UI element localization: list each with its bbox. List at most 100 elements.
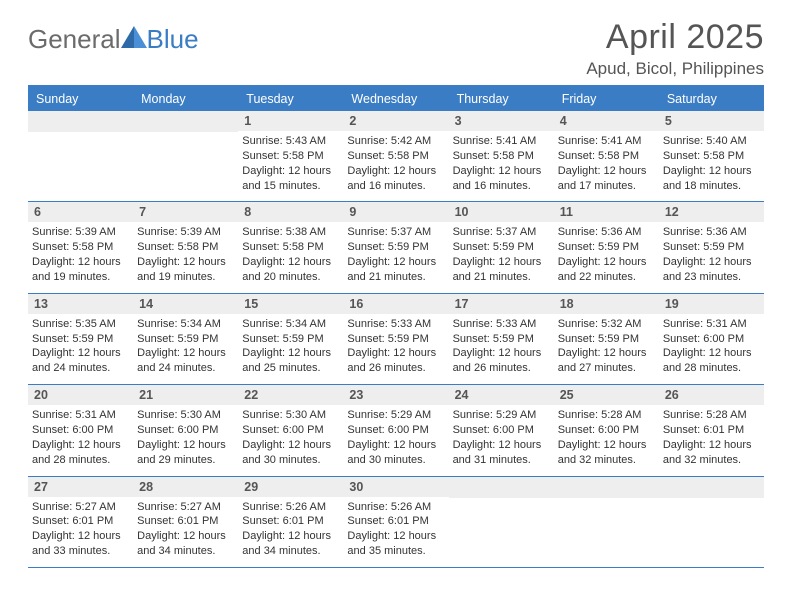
daylight-text: Daylight: 12 hours and 24 minutes. xyxy=(32,346,129,376)
day-number: 11 xyxy=(554,202,659,222)
day-cell: 1Sunrise: 5:43 AMSunset: 5:58 PMDaylight… xyxy=(238,111,343,201)
day-cell: 21Sunrise: 5:30 AMSunset: 6:00 PMDayligh… xyxy=(133,385,238,475)
daylight-text: Daylight: 12 hours and 26 minutes. xyxy=(453,346,550,376)
sunset-text: Sunset: 5:58 PM xyxy=(242,149,339,164)
sunset-text: Sunset: 6:00 PM xyxy=(347,423,444,438)
sunrise-text: Sunrise: 5:31 AM xyxy=(663,317,760,332)
logo: General Blue xyxy=(28,24,203,55)
sunrise-text: Sunrise: 5:30 AM xyxy=(137,408,234,423)
day-number: 23 xyxy=(343,385,448,405)
day-details: Sunrise: 5:32 AMSunset: 5:59 PMDaylight:… xyxy=(554,314,659,384)
day-cell xyxy=(28,111,133,201)
day-details: Sunrise: 5:33 AMSunset: 5:59 PMDaylight:… xyxy=(449,314,554,384)
sunset-text: Sunset: 5:59 PM xyxy=(558,332,655,347)
sunrise-text: Sunrise: 5:42 AM xyxy=(347,134,444,149)
day-details: Sunrise: 5:40 AMSunset: 5:58 PMDaylight:… xyxy=(659,131,764,201)
daylight-text: Daylight: 12 hours and 28 minutes. xyxy=(663,346,760,376)
day-number xyxy=(449,477,554,498)
sunset-text: Sunset: 6:00 PM xyxy=(137,423,234,438)
day-details: Sunrise: 5:29 AMSunset: 6:00 PMDaylight:… xyxy=(449,405,554,475)
sunset-text: Sunset: 5:59 PM xyxy=(347,240,444,255)
week-row: 1Sunrise: 5:43 AMSunset: 5:58 PMDaylight… xyxy=(28,111,764,202)
day-cell: 12Sunrise: 5:36 AMSunset: 5:59 PMDayligh… xyxy=(659,202,764,292)
daylight-text: Daylight: 12 hours and 25 minutes. xyxy=(242,346,339,376)
sunset-text: Sunset: 6:00 PM xyxy=(32,423,129,438)
daylight-text: Daylight: 12 hours and 17 minutes. xyxy=(558,164,655,194)
sunset-text: Sunset: 5:59 PM xyxy=(137,332,234,347)
daylight-text: Daylight: 12 hours and 34 minutes. xyxy=(137,529,234,559)
day-number: 4 xyxy=(554,111,659,131)
sunrise-text: Sunrise: 5:27 AM xyxy=(32,500,129,515)
sunrise-text: Sunrise: 5:33 AM xyxy=(453,317,550,332)
sunrise-text: Sunrise: 5:39 AM xyxy=(32,225,129,240)
day-details xyxy=(659,498,764,562)
sunrise-text: Sunrise: 5:30 AM xyxy=(242,408,339,423)
sunset-text: Sunset: 5:59 PM xyxy=(32,332,129,347)
day-details: Sunrise: 5:42 AMSunset: 5:58 PMDaylight:… xyxy=(343,131,448,201)
sunrise-text: Sunrise: 5:39 AM xyxy=(137,225,234,240)
weekday-label: Saturday xyxy=(659,87,764,111)
day-cell: 24Sunrise: 5:29 AMSunset: 6:00 PMDayligh… xyxy=(449,385,554,475)
day-number: 8 xyxy=(238,202,343,222)
sunrise-text: Sunrise: 5:26 AM xyxy=(347,500,444,515)
daylight-text: Daylight: 12 hours and 22 minutes. xyxy=(558,255,655,285)
day-details: Sunrise: 5:31 AMSunset: 6:00 PMDaylight:… xyxy=(659,314,764,384)
day-details: Sunrise: 5:36 AMSunset: 5:59 PMDaylight:… xyxy=(554,222,659,292)
day-cell: 16Sunrise: 5:33 AMSunset: 5:59 PMDayligh… xyxy=(343,294,448,384)
day-cell xyxy=(133,111,238,201)
logo-triangle-icon xyxy=(121,26,147,53)
daylight-text: Daylight: 12 hours and 19 minutes. xyxy=(137,255,234,285)
weeks-container: 1Sunrise: 5:43 AMSunset: 5:58 PMDaylight… xyxy=(28,111,764,568)
day-cell: 19Sunrise: 5:31 AMSunset: 6:00 PMDayligh… xyxy=(659,294,764,384)
day-number: 13 xyxy=(28,294,133,314)
day-details: Sunrise: 5:27 AMSunset: 6:01 PMDaylight:… xyxy=(28,497,133,567)
sunset-text: Sunset: 5:59 PM xyxy=(347,332,444,347)
day-details: Sunrise: 5:41 AMSunset: 5:58 PMDaylight:… xyxy=(449,131,554,201)
daylight-text: Daylight: 12 hours and 18 minutes. xyxy=(663,164,760,194)
sunset-text: Sunset: 5:58 PM xyxy=(347,149,444,164)
day-details xyxy=(28,132,133,196)
day-cell: 4Sunrise: 5:41 AMSunset: 5:58 PMDaylight… xyxy=(554,111,659,201)
day-cell: 9Sunrise: 5:37 AMSunset: 5:59 PMDaylight… xyxy=(343,202,448,292)
day-number: 10 xyxy=(449,202,554,222)
day-details: Sunrise: 5:36 AMSunset: 5:59 PMDaylight:… xyxy=(659,222,764,292)
sunrise-text: Sunrise: 5:31 AM xyxy=(32,408,129,423)
weekday-label: Wednesday xyxy=(343,87,448,111)
daylight-text: Daylight: 12 hours and 26 minutes. xyxy=(347,346,444,376)
logo-text-2: Blue xyxy=(147,24,199,55)
weekday-label: Friday xyxy=(554,87,659,111)
daylight-text: Daylight: 12 hours and 24 minutes. xyxy=(137,346,234,376)
sunrise-text: Sunrise: 5:43 AM xyxy=(242,134,339,149)
day-cell: 7Sunrise: 5:39 AMSunset: 5:58 PMDaylight… xyxy=(133,202,238,292)
logo-text-1: General xyxy=(28,24,121,55)
sunset-text: Sunset: 5:58 PM xyxy=(242,240,339,255)
daylight-text: Daylight: 12 hours and 16 minutes. xyxy=(453,164,550,194)
sunrise-text: Sunrise: 5:28 AM xyxy=(558,408,655,423)
sunset-text: Sunset: 6:00 PM xyxy=(558,423,655,438)
sunset-text: Sunset: 5:58 PM xyxy=(137,240,234,255)
day-cell: 20Sunrise: 5:31 AMSunset: 6:00 PMDayligh… xyxy=(28,385,133,475)
daylight-text: Daylight: 12 hours and 20 minutes. xyxy=(242,255,339,285)
day-cell: 18Sunrise: 5:32 AMSunset: 5:59 PMDayligh… xyxy=(554,294,659,384)
sunrise-text: Sunrise: 5:34 AM xyxy=(137,317,234,332)
sunrise-text: Sunrise: 5:41 AM xyxy=(558,134,655,149)
day-cell xyxy=(449,477,554,567)
title-block: April 2025 Apud, Bicol, Philippines xyxy=(586,18,764,79)
day-cell: 14Sunrise: 5:34 AMSunset: 5:59 PMDayligh… xyxy=(133,294,238,384)
day-details: Sunrise: 5:37 AMSunset: 5:59 PMDaylight:… xyxy=(449,222,554,292)
day-details: Sunrise: 5:34 AMSunset: 5:59 PMDaylight:… xyxy=(238,314,343,384)
sunrise-text: Sunrise: 5:38 AM xyxy=(242,225,339,240)
sunrise-text: Sunrise: 5:34 AM xyxy=(242,317,339,332)
day-details: Sunrise: 5:35 AMSunset: 5:59 PMDaylight:… xyxy=(28,314,133,384)
day-cell: 11Sunrise: 5:36 AMSunset: 5:59 PMDayligh… xyxy=(554,202,659,292)
sunset-text: Sunset: 5:59 PM xyxy=(453,240,550,255)
day-details xyxy=(133,132,238,196)
sunrise-text: Sunrise: 5:33 AM xyxy=(347,317,444,332)
day-number: 26 xyxy=(659,385,764,405)
day-number: 19 xyxy=(659,294,764,314)
week-row: 13Sunrise: 5:35 AMSunset: 5:59 PMDayligh… xyxy=(28,294,764,385)
day-cell: 23Sunrise: 5:29 AMSunset: 6:00 PMDayligh… xyxy=(343,385,448,475)
weekday-header: Sunday Monday Tuesday Wednesday Thursday… xyxy=(28,87,764,111)
day-details: Sunrise: 5:41 AMSunset: 5:58 PMDaylight:… xyxy=(554,131,659,201)
day-number: 22 xyxy=(238,385,343,405)
